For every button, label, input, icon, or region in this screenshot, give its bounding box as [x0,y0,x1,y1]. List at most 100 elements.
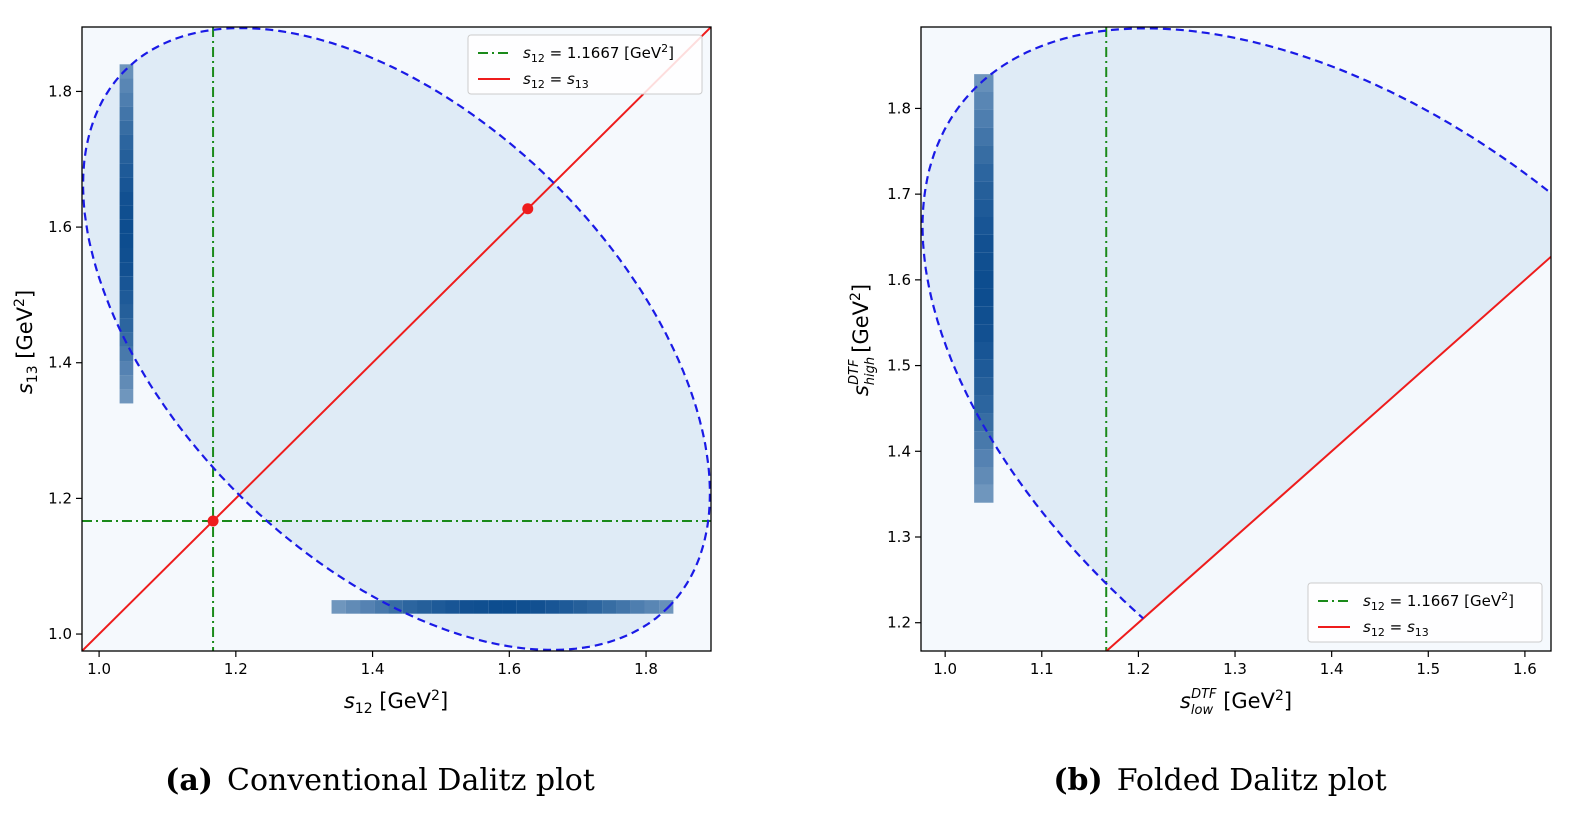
panel-a-x-tick-label: 1.4 [361,660,385,678]
panel-a-band-0-cell [119,318,134,333]
panel-a-y-tick-label: 1.8 [48,82,72,100]
panel-b-dalitz-boundary [921,27,1551,620]
panel-a-band-0-cell [119,262,134,277]
panel-b-y-tick-label: 1.3 [887,528,911,546]
panel-a-band-1-cell [559,600,574,614]
panel-b-legend-entry-green: s12 = 1.1667 [GeV2] [1363,590,1514,613]
panel-a-intersection-marker-high [522,203,534,215]
panel-a-x-axis-label: s12 [GeV2] [344,688,448,717]
panel-b-band-0-cell [974,145,994,164]
panel-a-caption-text: Conventional Dalitz plot [227,763,595,798]
panel-b-y-tick-label: 1.4 [887,442,911,460]
panel-a-band-0-cell [119,248,134,263]
panel-a-band-0-cell [119,177,134,192]
panel-b-legend-entry-red: s12 = s13 [1363,618,1429,639]
panel-a-band-1-cell [417,600,432,614]
panel-a-band-0-cell [119,233,134,248]
panel-a-band-1-cell [345,600,361,614]
panel-a-x-tick-label: 1.2 [224,660,248,678]
panel-a-band-1-cell [502,600,517,614]
panel-a-legend-entry-red: s12 = s13 [523,70,589,91]
panel-b-x-tick-label: 1.2 [1126,660,1150,678]
panel-a-band-0-cell [119,361,134,376]
panel-b-caption-text: Folded Dalitz plot [1117,763,1387,798]
panel-a-band-1-cell [431,600,446,614]
panel-b-y-tick-label: 1.5 [887,357,911,375]
panel-a-band-1-cell [360,600,375,614]
panel-a-band-0-cell [119,332,134,347]
panel-b-y-tick-label: 1.7 [887,185,911,203]
panel-a-red-diagonal-line [82,27,711,651]
panel-a-band-0-cell [119,106,134,121]
panel-b-band-0-cell [974,288,994,307]
panel-a-band-0-cell [119,375,134,390]
panel-b-band-0-cell [974,92,994,110]
panel-a-band-1-cell [488,600,503,614]
panel-b-band-0-cell [974,377,994,396]
panel-b-y-tick-label: 1.6 [887,271,911,289]
panel-b-band-0-cell [974,270,994,289]
panel-a-caption-tag: (a) [165,763,213,798]
panel-b-caption: (b) Folded Dalitz plot [1053,763,1386,798]
panel-a-intersection-marker-low [207,515,219,527]
panel-a-band-0-cell [119,290,134,305]
panel-a-band-1-cell [545,600,560,614]
panel-b-band-0-cell [974,109,994,128]
panel-a-band-0-cell [119,78,134,93]
panel-b-band-0-cell [974,449,994,467]
panel-a-band-0-cell [119,276,134,291]
panel-b-band-0-cell [974,306,994,325]
panel-b-legend-box [1307,582,1543,643]
panel-b-band-0-cell [974,74,994,92]
panel-b-y-tick-label: 1.2 [887,614,911,632]
panel-b-x-tick-label: 1.0 [933,660,957,678]
panel-a-band-0-cell [119,149,134,164]
panel-b-x-tick-label: 1.3 [1223,660,1247,678]
panel-a-x-tick-label: 1.0 [87,660,111,678]
panel-b-y-axis-label: shighDTF [GeV2] [847,284,878,396]
panel-b-band-0-cell [974,395,994,414]
panel-b-axes-frame [920,26,1552,652]
panel-a-band-1-cell [445,600,460,614]
panel-b-x-ticks: 1.0 1.1 1.2 1.3 1.4 1.5 1.6 [933,651,1537,678]
panel-a: 1.0 1.2 1.4 1.6 1.8 1.0 1.2 1.4 1.6 1.8 s12 [GeV… [12,26,712,798]
panel-b-band-0-cell [974,252,994,271]
panel-b-band-0-cell [974,199,994,217]
panel-a-band-1-cell [459,600,474,614]
panel-b-x-tick-label: 1.5 [1416,660,1440,678]
panel-b-x-tick-label: 1.1 [1030,660,1054,678]
panel-a-y-tick-label: 1.4 [48,354,72,372]
panel-a-x-ticks: 1.0 1.2 1.4 1.6 1.8 [87,651,658,678]
panel-b-band-0-cell [974,127,994,146]
panel-a-band-1-cell [602,600,617,614]
panel-a-band-0-cell [119,120,134,135]
panel-b-band-0-cell [974,342,994,360]
panel-b-resonance-bands [974,74,994,503]
panel-b-legend: s12 = 1.1667 [GeV2] s12 = s13 [1307,582,1543,643]
panel-b-band-0-cell [974,181,994,200]
panel-a-band-0-cell [119,134,134,150]
panel-b-caption-tag: (b) [1053,763,1102,798]
panel-a-dalitz-boundary [82,27,711,651]
panel-a-band-1-cell [374,600,389,614]
panel-b-band-0-cell [974,234,994,253]
panel-b-density-region [922,28,1551,619]
panel-a-band-0-cell [119,92,134,107]
panel-a-band-1-cell [630,600,645,614]
panel-a-band-0-cell [119,205,134,220]
panel-a-y-axis-label: s13 [GeV2] [12,290,41,394]
panel-a-band-0-cell [119,163,134,178]
panel-b-band-0-cell [974,163,994,182]
panel-a-band-0-cell [119,64,134,79]
panel-a-legend: s12 = 1.1667 [GeV2] s12 = s13 [467,34,703,95]
panel-b-band-0-cell [974,467,994,485]
panel-a-band-1-cell [573,600,588,614]
panel-a-band-1-cell [331,600,346,614]
panel-a-band-0-cell [119,191,134,206]
panel-a-band-1-cell [402,600,418,614]
panel-a-band-1-cell [587,600,603,614]
panel-a-band-0-cell [119,389,134,404]
panel-b-x-axis-label: slowDTF [GeV2] [1180,687,1292,718]
panel-b-red-diagonal-line [1105,255,1551,651]
